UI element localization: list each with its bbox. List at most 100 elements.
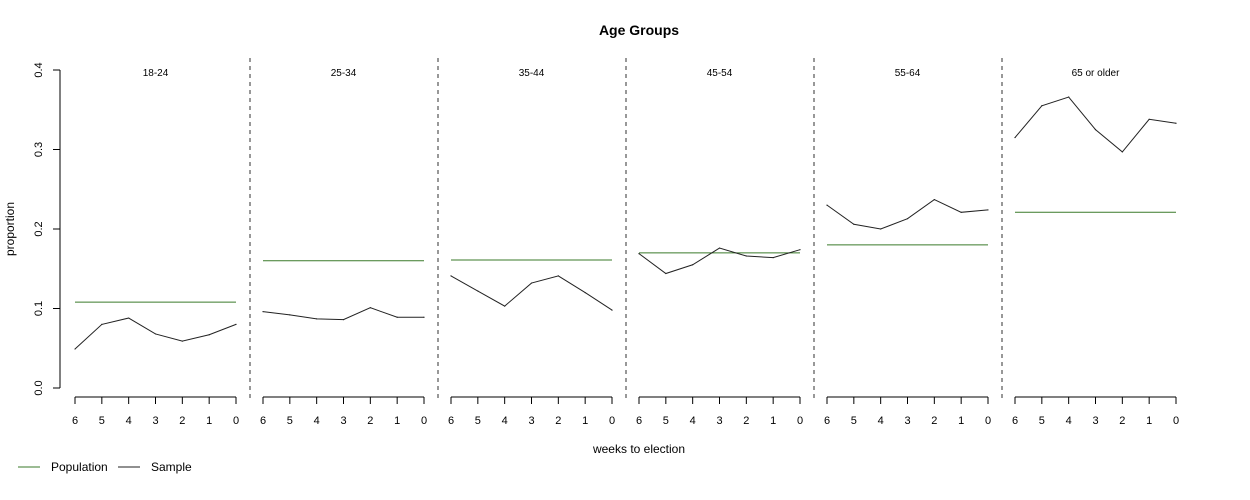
sample-point <box>1041 105 1043 107</box>
legend-population-label: Population <box>51 460 108 474</box>
x-tick-label: 3 <box>1092 415 1098 427</box>
sample-point <box>638 253 640 255</box>
panel-title: 55-64 <box>895 68 921 79</box>
x-tick-label: 0 <box>797 415 803 427</box>
sample-point <box>745 255 747 257</box>
panel-title: 18-24 <box>143 68 169 79</box>
x-tick-label: 1 <box>958 415 964 427</box>
sample-line <box>450 275 613 311</box>
x-tick-label: 0 <box>609 415 615 427</box>
x-tick-label: 4 <box>502 415 508 427</box>
sample-point <box>530 282 533 284</box>
x-tick-label: 5 <box>663 415 669 427</box>
sample-point <box>718 247 721 249</box>
panel-title: 65 or older <box>1072 68 1120 79</box>
x-tick-label: 5 <box>851 415 857 427</box>
sample-line <box>826 199 989 230</box>
sample-point <box>101 323 103 325</box>
sample-point <box>181 340 183 342</box>
panel-25-34: 25-34 6 5 4 3 2 1 0 <box>260 68 427 427</box>
sample-point <box>504 305 506 307</box>
sample-point <box>423 316 425 318</box>
sample-point <box>1068 96 1070 98</box>
x-tick-label: 3 <box>340 415 346 427</box>
sample-point <box>1121 151 1123 153</box>
sample-point <box>1014 136 1016 139</box>
x-tick-label: 2 <box>367 415 373 427</box>
x-tick-label: 0 <box>233 415 239 427</box>
sample-point <box>772 257 774 259</box>
x-tick-label: 2 <box>555 415 561 427</box>
x-tick-label: 2 <box>931 415 937 427</box>
x-tick-label: 4 <box>1066 415 1072 427</box>
x-tick-label: 0 <box>421 415 427 427</box>
x-tick-label: 5 <box>99 415 105 427</box>
panel-title: 35-44 <box>519 68 545 79</box>
sample-line <box>1014 96 1177 153</box>
y-axis: 0.0 0.1 0.2 0.3 0.4 <box>33 62 61 396</box>
x-tick-label: 3 <box>528 415 534 427</box>
x-tick-label: 3 <box>152 415 158 427</box>
x-tick-label: 4 <box>314 415 320 427</box>
panel-35-44: 35-44 6 5 4 3 2 1 0 <box>448 68 615 427</box>
x-tick-label: 6 <box>448 415 454 427</box>
y-tick-label: 0.0 <box>33 380 45 395</box>
sample-point <box>799 249 801 251</box>
x-tick-label: 2 <box>743 415 749 427</box>
sample-point <box>74 348 76 350</box>
sample-point <box>853 223 855 225</box>
sample-point <box>1094 129 1097 131</box>
sample-line <box>638 247 801 275</box>
x-tick-label: 1 <box>770 415 776 427</box>
panel-55-64: 55-64 6 5 4 3 2 1 0 <box>824 68 991 427</box>
legend: Population Sample <box>18 460 192 474</box>
sample-point <box>369 307 371 309</box>
legend-sample-label: Sample <box>151 460 192 474</box>
sample-point <box>154 333 157 335</box>
x-tick-label: 6 <box>72 415 78 427</box>
sample-point <box>826 204 828 206</box>
sample-point <box>342 319 345 321</box>
x-tick-label: 6 <box>260 415 266 427</box>
sample-point <box>933 198 935 201</box>
sample-point <box>262 311 264 313</box>
panel-45-54: 45-54 6 5 4 3 2 1 0 <box>636 68 803 427</box>
sample-point <box>450 275 452 277</box>
sample-point <box>316 318 318 320</box>
x-tick-label: 1 <box>394 415 400 427</box>
sample-point <box>289 314 291 316</box>
sample-point <box>235 323 237 325</box>
panels: 18-246 5 4 3 2 1 025-346 5 4 3 2 1 035-446 5 4 3 2 1 045-5… <box>72 58 1179 427</box>
sample-point <box>906 218 909 220</box>
y-tick-label: 0.3 <box>33 142 45 157</box>
x-tick-label: 1 <box>1146 415 1152 427</box>
x-tick-label: 6 <box>636 415 642 427</box>
x-tick-label: 1 <box>206 415 212 427</box>
x-tick-label: 4 <box>690 415 696 427</box>
y-tick-label: 0.2 <box>33 221 45 236</box>
x-tick-label: 0 <box>985 415 991 427</box>
sample-line <box>262 307 424 321</box>
chart-title: Age Groups <box>599 22 679 38</box>
panel-title: 45-54 <box>707 68 733 79</box>
sample-point <box>557 275 559 277</box>
x-tick-label: 1 <box>582 415 588 427</box>
sample-point <box>396 316 398 318</box>
sample-point <box>584 292 586 294</box>
panel-18-24: 18-24 6 5 4 3 2 1 0 <box>72 68 239 427</box>
x-tick-label: 3 <box>904 415 910 427</box>
sample-point <box>960 211 962 213</box>
sample-point <box>987 209 989 211</box>
panel-65-or-older: 65 or older 6 5 4 3 2 1 0 <box>1012 68 1179 427</box>
x-tick-label: 4 <box>878 415 884 427</box>
sample-point <box>477 290 479 292</box>
sample-point <box>128 317 130 319</box>
x-tick-label: 5 <box>475 415 481 427</box>
x-tick-label: 5 <box>1039 415 1045 427</box>
x-tick-label: 6 <box>824 415 830 427</box>
sample-point <box>1148 118 1150 120</box>
sample-point <box>611 309 613 311</box>
y-tick-label: 0.4 <box>33 62 45 77</box>
x-tick-label: 2 <box>179 415 185 427</box>
